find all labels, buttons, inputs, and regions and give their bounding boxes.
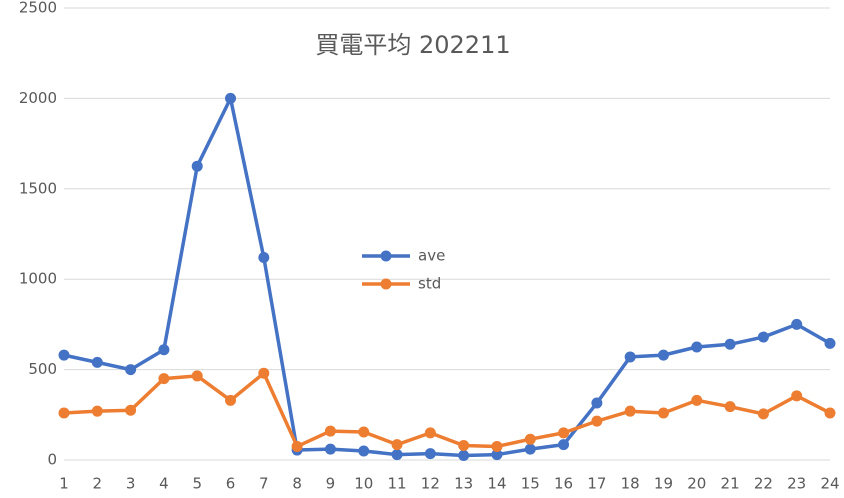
data-point	[58, 349, 70, 361]
data-point	[125, 404, 137, 416]
legend-marker	[380, 278, 392, 290]
x-tick-label: 14	[487, 475, 506, 493]
x-tick-label: 18	[621, 475, 640, 493]
data-point	[558, 439, 570, 451]
data-point	[458, 440, 470, 452]
data-point	[191, 160, 203, 172]
x-tick-label: 24	[820, 475, 839, 493]
x-tick-label: 8	[292, 475, 302, 493]
x-tick-label: 9	[326, 475, 336, 493]
data-point	[424, 448, 436, 460]
data-point	[91, 356, 103, 368]
chart-title: 買電平均 202211	[315, 31, 510, 59]
data-point	[158, 373, 170, 385]
x-tick-label: 16	[554, 475, 573, 493]
data-point	[324, 425, 336, 437]
data-point	[258, 367, 270, 379]
x-tick-label: 7	[259, 475, 269, 493]
series-line	[63, 96, 831, 458]
data-point	[191, 370, 203, 382]
x-tick-label: 20	[687, 475, 706, 493]
x-tick-label: 15	[521, 475, 540, 493]
y-tick-label: 1000	[19, 270, 57, 288]
data-point	[791, 390, 803, 402]
x-tick-label: 13	[454, 475, 473, 493]
data-point	[91, 405, 103, 417]
data-point	[158, 344, 170, 356]
data-point	[624, 351, 636, 363]
y-tick-label: 2000	[19, 89, 57, 107]
x-tick-label: 19	[654, 475, 673, 493]
data-point	[691, 394, 703, 406]
data-point	[524, 443, 536, 455]
data-point	[324, 443, 336, 455]
data-point	[691, 341, 703, 353]
legend-label: ave	[418, 247, 445, 265]
x-tick-label: 17	[587, 475, 606, 493]
data-point	[624, 405, 636, 417]
legend-marker	[380, 250, 392, 262]
x-tick-label: 22	[754, 475, 773, 493]
data-point	[358, 445, 370, 457]
data-point	[491, 449, 503, 461]
x-tick-label: 5	[192, 475, 202, 493]
legend-label: std	[418, 275, 441, 293]
series-line	[63, 371, 831, 449]
data-point	[258, 252, 270, 264]
data-point	[657, 349, 669, 361]
data-point	[591, 397, 603, 409]
y-tick-label: 2500	[19, 0, 57, 17]
data-point	[225, 394, 237, 406]
x-tick-label: 3	[126, 475, 136, 493]
data-point	[491, 440, 503, 452]
data-point	[591, 415, 603, 427]
x-tick-label: 11	[387, 475, 406, 493]
x-tick-label: 10	[354, 475, 373, 493]
data-point	[458, 449, 470, 461]
data-point	[391, 439, 403, 451]
y-tick-label: 500	[28, 360, 57, 378]
data-point	[358, 426, 370, 438]
data-point	[291, 440, 303, 452]
data-point	[824, 407, 836, 419]
data-point	[757, 408, 769, 420]
data-point	[657, 407, 669, 419]
data-point	[724, 401, 736, 413]
data-point	[391, 449, 403, 461]
data-point	[824, 337, 836, 349]
x-tick-label: 23	[787, 475, 806, 493]
x-tick-label: 21	[721, 475, 740, 493]
y-tick-label: 1500	[19, 179, 57, 197]
data-point	[225, 92, 237, 104]
data-point	[757, 331, 769, 343]
data-point	[791, 318, 803, 330]
x-tick-label: 4	[159, 475, 169, 493]
data-point	[424, 427, 436, 439]
x-tick-label: 1	[59, 475, 69, 493]
data-point	[58, 407, 70, 419]
y-tick-label: 0	[47, 451, 57, 469]
data-point	[125, 364, 137, 376]
data-point	[524, 433, 536, 445]
data-point	[558, 427, 570, 439]
x-tick-label: 6	[226, 475, 236, 493]
data-point	[724, 338, 736, 350]
x-tick-label: 2	[93, 475, 103, 493]
x-tick-label: 12	[421, 475, 440, 493]
